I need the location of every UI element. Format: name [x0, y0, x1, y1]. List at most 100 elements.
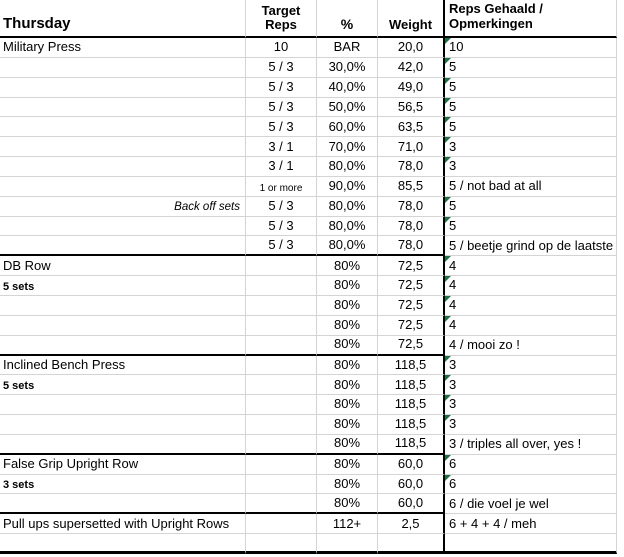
target-reps-cell[interactable]: 3 / 1: [246, 157, 317, 177]
percent-cell[interactable]: 50,0%: [317, 97, 378, 118]
percent-cell[interactable]: 112+: [317, 514, 378, 535]
target-reps-cell[interactable]: [246, 256, 317, 277]
target-reps-cell[interactable]: 5 / 3: [246, 97, 317, 118]
target-reps-cell[interactable]: [246, 534, 317, 554]
percent-cell[interactable]: 80%: [317, 474, 378, 495]
reps-remarks-cell[interactable]: 5: [445, 196, 617, 217]
target-reps-cell[interactable]: [246, 494, 317, 515]
weight-cell[interactable]: 78,0: [378, 236, 445, 257]
reps-remarks-cell[interactable]: 6: [445, 474, 617, 495]
reps-remarks-cell[interactable]: 5 / beetje grind op de laatste: [445, 236, 617, 257]
exercise-cell[interactable]: 5 sets: [0, 375, 246, 396]
target-reps-cell[interactable]: [246, 375, 317, 396]
weight-cell[interactable]: [378, 534, 445, 554]
reps-remarks-cell[interactable]: 4 / mooi zo !: [445, 335, 617, 356]
target-reps-cell[interactable]: 10: [246, 38, 317, 58]
percent-cell[interactable]: 80%: [317, 375, 378, 396]
percent-cell[interactable]: 80,0%: [317, 236, 378, 257]
exercise-cell[interactable]: [0, 176, 246, 197]
weight-cell[interactable]: 85,5: [378, 176, 445, 197]
exercise-cell[interactable]: [0, 236, 246, 257]
exercise-cell[interactable]: [0, 415, 246, 435]
reps-remarks-cell[interactable]: 4: [445, 256, 617, 277]
weight-cell[interactable]: 72,5: [378, 295, 445, 316]
reps-remarks-cell[interactable]: 4: [445, 295, 617, 316]
exercise-cell[interactable]: [0, 157, 246, 177]
reps-remarks-cell[interactable]: 3: [445, 395, 617, 416]
weight-cell[interactable]: 71,0: [378, 137, 445, 158]
exercise-cell[interactable]: Inclined Bench Press: [0, 355, 246, 376]
target-reps-cell[interactable]: [246, 335, 317, 356]
exercise-cell[interactable]: [0, 77, 246, 98]
weight-cell[interactable]: 78,0: [378, 157, 445, 177]
exercise-cell[interactable]: [0, 494, 246, 515]
exercise-cell[interactable]: [0, 534, 246, 554]
weight-cell[interactable]: 42,0: [378, 57, 445, 78]
weight-cell[interactable]: 78,0: [378, 196, 445, 217]
percent-cell[interactable]: 80%: [317, 276, 378, 296]
percent-cell[interactable]: 80%: [317, 355, 378, 376]
weight-cell[interactable]: 2,5: [378, 514, 445, 535]
exercise-cell[interactable]: [0, 57, 246, 78]
target-reps-cell[interactable]: [246, 415, 317, 435]
percent-cell[interactable]: 80%: [317, 395, 378, 416]
exercise-cell[interactable]: Back off sets: [0, 196, 246, 217]
header-weight[interactable]: Weight: [378, 0, 445, 38]
weight-cell[interactable]: 72,5: [378, 276, 445, 296]
reps-remarks-cell[interactable]: 5: [445, 57, 617, 78]
day-title-cell[interactable]: Thursday: [0, 0, 246, 38]
percent-cell[interactable]: 80%: [317, 415, 378, 435]
percent-cell[interactable]: 30,0%: [317, 57, 378, 78]
target-reps-cell[interactable]: [246, 434, 317, 455]
exercise-cell[interactable]: [0, 137, 246, 158]
exercise-cell[interactable]: Pull ups supersetted with Upright Rows: [0, 514, 246, 535]
target-reps-cell[interactable]: [246, 315, 317, 336]
header-target-reps[interactable]: Target Reps: [246, 0, 317, 38]
percent-cell[interactable]: 90,0%: [317, 176, 378, 197]
percent-cell[interactable]: 80,0%: [317, 157, 378, 177]
percent-cell[interactable]: [317, 534, 378, 554]
exercise-cell[interactable]: [0, 335, 246, 356]
target-reps-cell[interactable]: 5 / 3: [246, 196, 317, 217]
weight-cell[interactable]: 72,5: [378, 315, 445, 336]
exercise-cell[interactable]: [0, 315, 246, 336]
weight-cell[interactable]: 60,0: [378, 494, 445, 515]
exercise-cell[interactable]: [0, 295, 246, 316]
target-reps-cell[interactable]: [246, 514, 317, 535]
target-reps-cell[interactable]: [246, 355, 317, 376]
percent-cell[interactable]: 80,0%: [317, 196, 378, 217]
weight-cell[interactable]: 78,0: [378, 216, 445, 237]
weight-cell[interactable]: 118,5: [378, 355, 445, 376]
reps-remarks-cell[interactable]: 3: [445, 355, 617, 376]
reps-remarks-cell[interactable]: 5: [445, 77, 617, 98]
exercise-cell[interactable]: Military Press: [0, 38, 246, 58]
weight-cell[interactable]: 72,5: [378, 256, 445, 277]
target-reps-cell[interactable]: [246, 295, 317, 316]
percent-cell[interactable]: 80%: [317, 434, 378, 455]
header-reps-remarks[interactable]: Reps Gehaald / Opmerkingen: [445, 0, 617, 38]
percent-cell[interactable]: 80%: [317, 494, 378, 515]
exercise-cell[interactable]: 3 sets: [0, 474, 246, 495]
reps-remarks-cell[interactable]: 3: [445, 137, 617, 158]
reps-remarks-cell[interactable]: 3: [445, 415, 617, 435]
percent-cell[interactable]: 40,0%: [317, 77, 378, 98]
reps-remarks-cell[interactable]: 5: [445, 117, 617, 138]
target-reps-cell[interactable]: [246, 395, 317, 416]
target-reps-cell[interactable]: 5 / 3: [246, 216, 317, 237]
exercise-cell[interactable]: [0, 97, 246, 118]
reps-remarks-cell[interactable]: 5: [445, 216, 617, 237]
weight-cell[interactable]: 118,5: [378, 375, 445, 396]
target-reps-cell[interactable]: [246, 454, 317, 475]
reps-remarks-cell[interactable]: 10: [445, 38, 617, 58]
percent-cell[interactable]: 80%: [317, 454, 378, 475]
percent-cell[interactable]: 80%: [317, 295, 378, 316]
target-reps-cell[interactable]: 5 / 3: [246, 236, 317, 257]
reps-remarks-cell[interactable]: 6: [445, 454, 617, 475]
percent-cell[interactable]: 70,0%: [317, 137, 378, 158]
exercise-cell[interactable]: [0, 216, 246, 237]
reps-remarks-cell[interactable]: 3 / triples all over, yes !: [445, 434, 617, 455]
exercise-cell[interactable]: DB Row: [0, 256, 246, 277]
reps-remarks-cell[interactable]: 4: [445, 315, 617, 336]
exercise-cell[interactable]: [0, 434, 246, 455]
target-reps-cell[interactable]: [246, 474, 317, 495]
